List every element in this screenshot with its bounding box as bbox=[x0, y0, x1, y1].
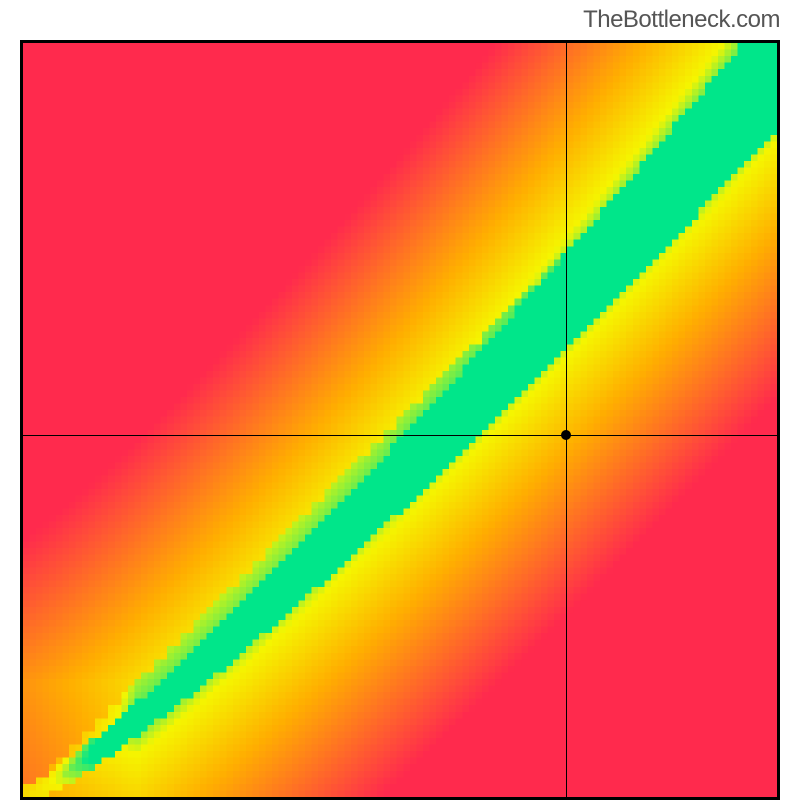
crosshair-marker bbox=[561, 430, 571, 440]
heatmap-plot bbox=[20, 40, 780, 800]
crosshair-vertical-line bbox=[566, 43, 567, 797]
watermark-text: TheBottleneck.com bbox=[583, 6, 780, 34]
heatmap-canvas bbox=[23, 43, 777, 797]
chart-container: TheBottleneck.com bbox=[0, 0, 800, 800]
crosshair-horizontal-line bbox=[23, 435, 777, 436]
